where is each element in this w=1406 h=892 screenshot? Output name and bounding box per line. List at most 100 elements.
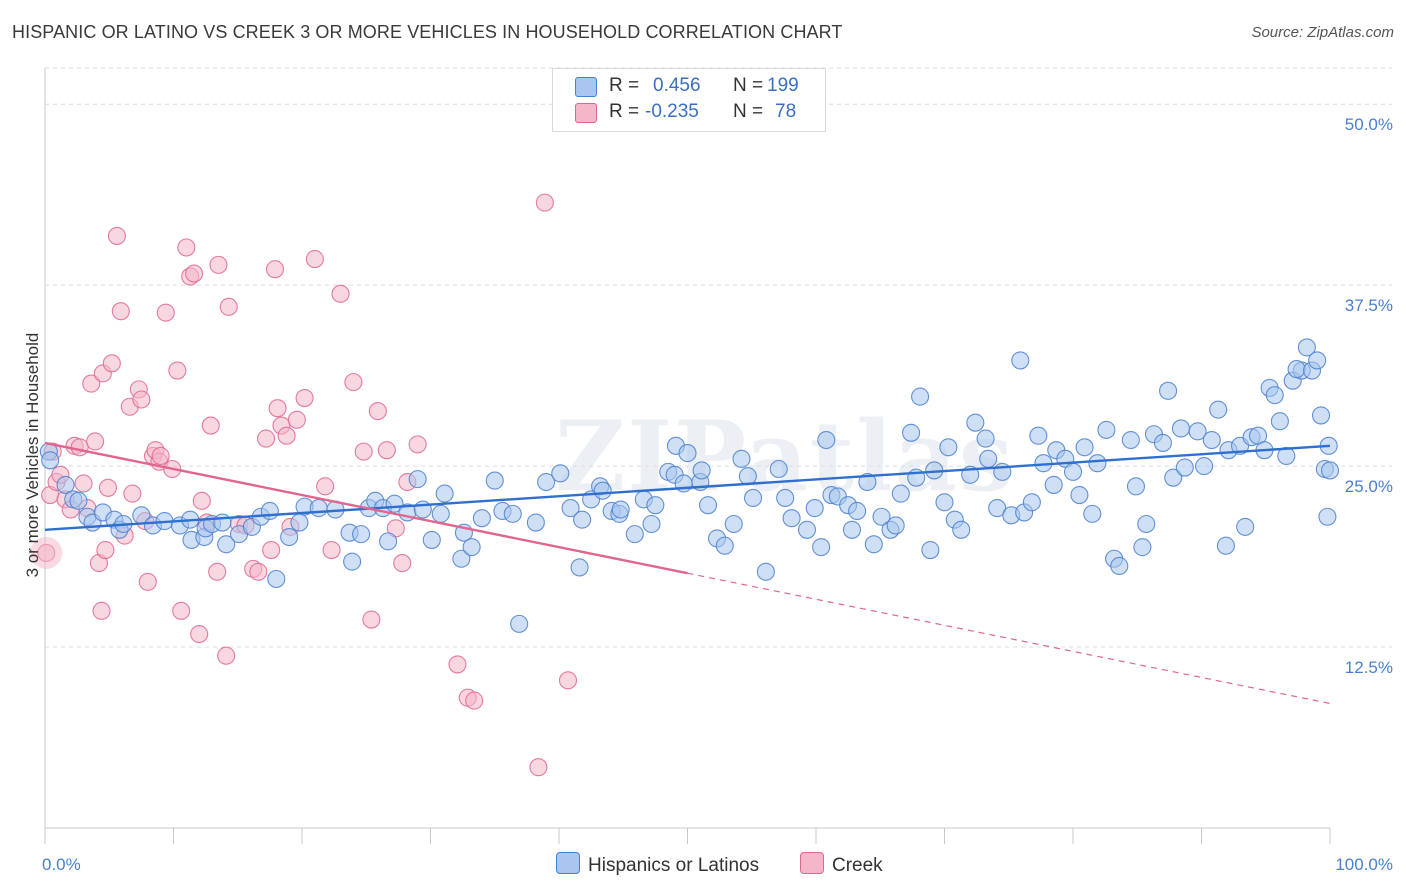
data-point <box>86 432 105 451</box>
data-point <box>558 671 578 690</box>
data-point <box>817 430 836 450</box>
data-point <box>1175 458 1194 477</box>
data-point <box>256 429 276 448</box>
data-point <box>98 478 118 497</box>
data-point <box>69 491 88 510</box>
data-point <box>168 361 187 380</box>
bottom-legend-label-creek: Creek <box>832 855 883 876</box>
data-point <box>935 493 954 512</box>
bottom-legend-creek: Creek <box>800 852 883 877</box>
data-point <box>260 501 279 521</box>
data-point <box>797 520 817 539</box>
series-hispanic <box>39 338 1340 633</box>
data-point <box>646 496 665 515</box>
data-point <box>1265 386 1284 405</box>
data-point <box>1083 504 1102 523</box>
data-point <box>1195 457 1214 476</box>
data-point <box>1164 468 1183 487</box>
data-point <box>724 514 743 534</box>
legend-n-label: N = <box>733 101 764 122</box>
data-point <box>309 499 328 518</box>
data-point <box>435 484 454 503</box>
data-point <box>1029 426 1048 445</box>
data-point <box>354 442 373 461</box>
legend-r-value: 0.456 <box>653 75 701 96</box>
data-point <box>738 467 757 486</box>
data-point <box>976 429 995 448</box>
data-point <box>593 481 612 500</box>
data-point <box>756 562 775 581</box>
data-point <box>41 451 60 470</box>
data-point <box>192 491 211 510</box>
data-point <box>1063 462 1083 481</box>
data-point <box>503 504 522 523</box>
data-point-large <box>30 536 63 569</box>
data-point <box>344 373 363 392</box>
data-point <box>1088 454 1107 473</box>
data-point <box>886 516 905 535</box>
bottom-legend-swatch-hispanic <box>556 852 580 874</box>
data-point <box>208 562 227 581</box>
data-point <box>1133 538 1152 557</box>
data-point <box>107 226 127 245</box>
data-point <box>551 464 570 483</box>
data-point <box>322 541 341 560</box>
legend-n-value: 199 <box>767 75 799 96</box>
bottom-legend-swatch-creek <box>800 852 824 874</box>
data-point <box>561 499 580 518</box>
data-point <box>448 655 467 674</box>
data-point <box>872 507 891 526</box>
legend-swatch-hispanic <box>575 77 597 97</box>
data-point <box>611 500 630 519</box>
data-point <box>422 530 441 549</box>
data-point <box>979 449 998 468</box>
data-point <box>732 449 751 468</box>
data-point <box>902 423 921 442</box>
trend-lines <box>44 441 1331 705</box>
data-point <box>699 496 718 515</box>
data-point <box>782 509 801 528</box>
data-point <box>465 691 484 710</box>
data-point <box>1171 419 1190 438</box>
data-point <box>1126 477 1146 496</box>
data-point <box>74 474 93 493</box>
data-point <box>201 416 220 435</box>
data-point <box>1308 351 1327 370</box>
data-point <box>952 520 971 539</box>
data-point <box>92 601 111 620</box>
data-point <box>1153 433 1172 452</box>
y-tick-label: 12.5% <box>1345 658 1393 677</box>
data-point <box>911 387 930 406</box>
data-point <box>1044 475 1063 494</box>
data-point <box>858 472 877 492</box>
data-point <box>352 525 371 544</box>
data-point <box>1297 338 1316 357</box>
y-tick-label: 37.5% <box>1345 296 1393 315</box>
data-point <box>966 413 985 432</box>
data-point <box>123 484 142 503</box>
trend-line-creek <box>44 441 688 575</box>
data-point <box>138 572 157 591</box>
chart-title: HISPANIC OR LATINO VS CREEK 3 OR MORE VE… <box>12 22 843 42</box>
data-point <box>408 435 427 454</box>
data-point <box>190 624 209 644</box>
bottom-legend-label-hispanic: Hispanics or Latinos <box>588 855 760 876</box>
data-point <box>743 488 763 507</box>
data-point <box>573 510 592 529</box>
data-point <box>305 250 324 269</box>
data-point <box>1287 360 1306 379</box>
data-point <box>1236 517 1255 536</box>
data-point <box>249 562 268 581</box>
data-point <box>842 520 862 539</box>
legend-r-value: -0.235 <box>645 101 699 122</box>
data-point <box>1209 400 1228 419</box>
x-tick-label: 0.0% <box>42 855 81 874</box>
data-point <box>70 438 89 457</box>
data-point <box>642 514 661 534</box>
data-point <box>217 646 236 665</box>
data-point <box>1216 536 1235 555</box>
legend-n-value: 78 <box>775 101 797 122</box>
data-point <box>1121 430 1140 450</box>
data-point <box>1022 493 1041 512</box>
data-point <box>864 535 883 554</box>
